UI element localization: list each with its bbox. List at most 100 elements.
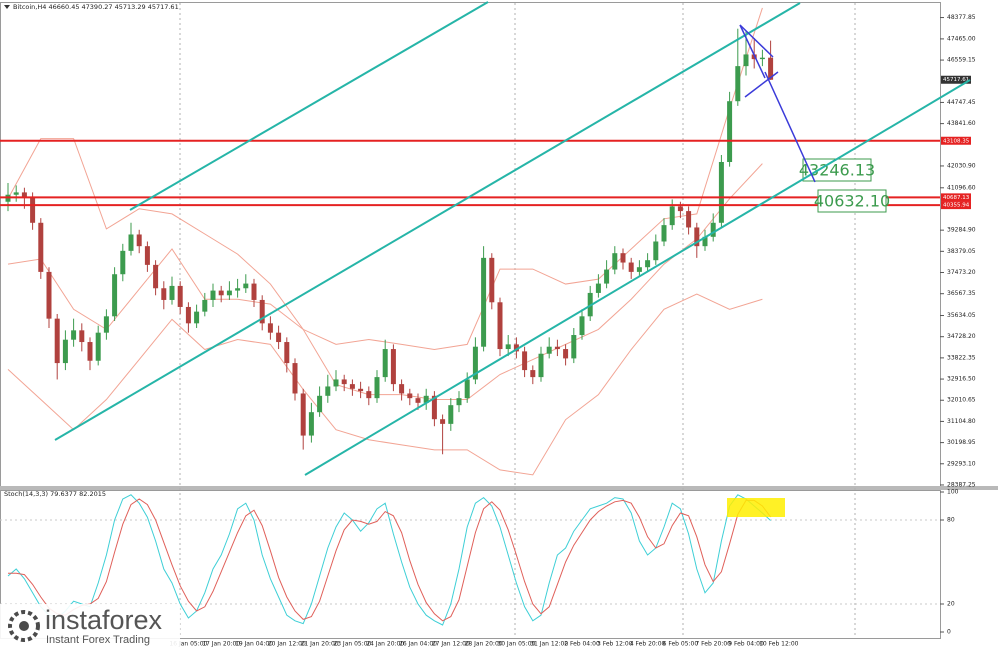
candle-body [136, 234, 142, 247]
candle-body [161, 288, 167, 300]
level-label: 40355.94 [943, 203, 970, 209]
candle-body [71, 330, 77, 340]
x-tick-label: 10 Feb 12:00 [759, 641, 799, 648]
y-tick-label: 29293.10 [947, 460, 976, 467]
candle-body [38, 222, 44, 272]
candle-body [538, 353, 544, 378]
y-tick-label: 47465.00 [947, 35, 976, 42]
candle-body [95, 332, 101, 361]
channel [54, 1, 971, 476]
pennant [739, 24, 816, 183]
candle-body [489, 257, 495, 303]
target-box [817, 189, 887, 213]
stoch-panel [0, 490, 941, 639]
x-tick-label: 4 Feb 20:00 [630, 641, 666, 648]
x-tick-label: 17 Jan 20:00 [202, 641, 240, 648]
logo-icon [19, 621, 29, 631]
candle-body [349, 384, 355, 389]
candle-body [554, 346, 560, 350]
candle-body [620, 253, 626, 263]
candle-body [686, 211, 692, 228]
candle-body [636, 267, 642, 272]
x-tick-label: 16 Jan 05:00 [169, 641, 207, 648]
price-label: 45717.61 [943, 77, 969, 83]
y-tick-label: 46559.15 [947, 57, 976, 64]
candle-body [185, 306, 191, 324]
candle-body [210, 290, 216, 300]
candle-body [46, 271, 52, 319]
candle-body [54, 318, 60, 364]
x-tick-label: 28 Jan 20:00 [465, 641, 503, 648]
y-tick-label: 37473.20 [947, 269, 976, 276]
candle-body [661, 225, 667, 242]
candle-body [243, 283, 249, 289]
candle-body [103, 316, 109, 333]
candle-body [423, 395, 429, 403]
candle-body [153, 264, 159, 289]
chart-title: Bitcoin,H4 46660.45 47390.27 45713.29 45… [13, 3, 179, 11]
y-tick-label: 80 [947, 517, 955, 524]
y-tick-label: 28387.25 [947, 481, 976, 488]
candle-body [710, 222, 716, 237]
candle-body [399, 384, 405, 394]
candle-body [530, 370, 536, 378]
y-tick-label: 41096.60 [947, 184, 976, 191]
y-tick-label: 100 [947, 489, 959, 496]
candle-body [448, 405, 454, 424]
candle-body [407, 393, 413, 399]
logo-icon [8, 610, 40, 642]
candle-body [718, 161, 724, 223]
candle-body [333, 379, 339, 387]
candle-body [759, 57, 765, 60]
candle-body [308, 412, 314, 436]
x-tick-label: 26 Jan 04:00 [399, 641, 437, 648]
y-tick-label: 48377.85 [947, 14, 976, 21]
candle-body [276, 332, 282, 343]
candle-body [743, 54, 749, 67]
candle-body [341, 379, 347, 385]
band-line [7, 163, 763, 401]
candle-body [481, 257, 487, 347]
channel-line [54, 2, 801, 441]
candle-body [513, 344, 519, 352]
x-tick-label: 27 Jan 12:00 [432, 641, 470, 648]
candle-body [653, 241, 659, 261]
stoch-line [8, 498, 771, 622]
candle-body [595, 283, 601, 293]
candle-body [382, 349, 388, 378]
y-tick-label: 32916.50 [947, 376, 976, 383]
candle-body [226, 290, 232, 296]
pennant-line [739, 24, 774, 58]
candle-body [300, 393, 306, 436]
y-tick-label: 39284.90 [947, 227, 976, 234]
candle-body [612, 253, 618, 270]
candle-body [13, 192, 19, 195]
candle-body [727, 101, 733, 162]
candle-body [251, 283, 257, 300]
candle-body [571, 335, 577, 359]
day-grid [179, 3, 856, 638]
candle-body [325, 386, 331, 396]
menu-arrow [4, 5, 10, 9]
y-tick-label: 30198.95 [947, 439, 976, 446]
brand: instaforex [45, 605, 163, 635]
level-label-bg [941, 136, 971, 145]
candle-body [194, 311, 200, 324]
candle-body [235, 288, 241, 291]
channel-line [304, 79, 971, 476]
candle-body [112, 274, 118, 317]
x-tick-label: 24 Jan 20:00 [366, 641, 404, 648]
candle-body [677, 206, 683, 212]
pennant-line [739, 24, 766, 79]
candle-body [21, 192, 27, 198]
x-tick-label: 6 Feb 05:00 [663, 641, 699, 648]
x-tick-label: 31 Jan 12:00 [530, 641, 568, 648]
level-label: 40687.13 [943, 195, 970, 201]
stoch-line [7, 494, 771, 626]
candle-body [768, 57, 774, 80]
candle-body [522, 351, 528, 371]
candle-body [218, 290, 224, 296]
